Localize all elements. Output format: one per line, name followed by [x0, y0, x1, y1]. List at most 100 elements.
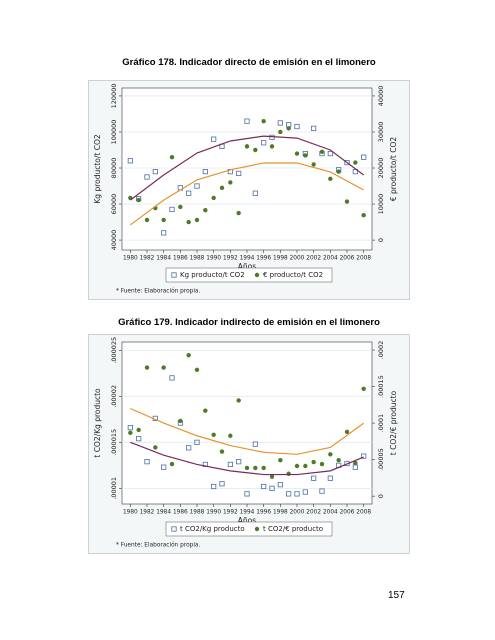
point [186, 352, 191, 358]
y-tick-label: .000015 [110, 429, 118, 456]
point [136, 427, 141, 433]
plot-area [121, 341, 373, 505]
chart: .00001 .000015 .00002 .000025 0 .00005 .0001 .0… [88, 334, 410, 554]
x-tick-label: 1988 [190, 256, 205, 262]
fit-line [129, 135, 365, 201]
legend-marker [254, 272, 260, 278]
point [261, 465, 266, 471]
point [303, 463, 308, 469]
point [269, 485, 275, 491]
point [244, 491, 250, 497]
point [286, 471, 291, 476]
y2-tick-label: .00005 [377, 448, 385, 471]
x-tick-label: 2008 [356, 510, 371, 516]
point [294, 151, 300, 156]
source-note: * Fuente: Elaboración propia. [116, 542, 200, 549]
point [169, 375, 175, 381]
point [261, 483, 267, 490]
point [269, 474, 275, 479]
point [327, 150, 333, 157]
point [219, 449, 225, 454]
point [186, 190, 192, 196]
point [211, 432, 216, 438]
point [219, 185, 225, 191]
x-tick-label: 1992 [223, 510, 238, 516]
x-tick-label: 1982 [140, 510, 155, 516]
y2-tick-label: 40000 [377, 86, 385, 107]
point [361, 453, 367, 459]
point [169, 206, 175, 213]
point [353, 460, 358, 466]
x-tick-label: 1986 [173, 510, 188, 516]
point [228, 180, 233, 185]
x-tick-label: 2000 [290, 256, 305, 262]
point [186, 219, 191, 225]
point [211, 483, 217, 490]
point [294, 463, 300, 469]
point [319, 149, 325, 154]
point [127, 425, 133, 431]
point [286, 491, 292, 497]
point [311, 125, 317, 131]
x-axis-title: Años [238, 262, 256, 271]
legend-marker [254, 526, 260, 532]
y-axis-title: t CO2/Kg producto [93, 388, 102, 458]
point [302, 489, 308, 495]
point [211, 136, 217, 142]
point [311, 459, 316, 465]
point [161, 217, 166, 223]
x-tick-label: 1994 [240, 256, 255, 262]
chart-title: Gráfico 179. Indicador indirecto de emis… [118, 317, 380, 328]
point [211, 195, 216, 201]
x-tick-label: 1994 [240, 510, 255, 516]
x-tick-label: 1992 [223, 256, 238, 262]
point [194, 367, 200, 372]
y2-tick-label: .0002 [377, 341, 385, 360]
point [278, 457, 283, 463]
point [261, 118, 266, 124]
point [344, 199, 350, 204]
point [252, 441, 258, 447]
x-tick-label: 1998 [273, 510, 288, 516]
point [244, 144, 250, 149]
point [144, 459, 150, 465]
point [327, 475, 333, 481]
x-tick-label: 1986 [173, 256, 188, 262]
point [319, 461, 325, 467]
y2-tick-label: 30000 [377, 122, 385, 143]
point [269, 134, 275, 140]
x-tick-label: 1988 [190, 510, 205, 516]
y2-tick-label: 0 [377, 494, 385, 498]
point [236, 398, 241, 403]
point [286, 126, 291, 131]
point [227, 461, 233, 468]
x-tick-label: 1996 [256, 510, 271, 516]
point [361, 154, 367, 160]
y2-tick-label: 10000 [377, 194, 385, 215]
point [328, 452, 333, 457]
point [169, 461, 175, 467]
legend-marker [171, 526, 177, 532]
fit-line [130, 441, 364, 476]
point [277, 482, 283, 488]
point [244, 118, 250, 124]
plot-area [121, 87, 373, 251]
y2-tick-label: 20000 [377, 158, 385, 179]
x-tick-label: 1996 [256, 256, 271, 262]
y2-tick-label: 0 [377, 238, 385, 242]
x-tick-label: 1980 [123, 256, 138, 262]
point [178, 204, 183, 210]
point [152, 169, 158, 175]
point [236, 459, 242, 465]
point [336, 169, 341, 174]
point [219, 481, 225, 487]
point [361, 386, 366, 391]
point [344, 160, 350, 166]
point [294, 123, 300, 130]
point [136, 436, 142, 442]
x-tick-label: 1980 [123, 510, 138, 516]
x-tick-label: 1998 [273, 256, 288, 262]
x-tick-label: 2004 [323, 256, 338, 262]
point [161, 464, 167, 470]
